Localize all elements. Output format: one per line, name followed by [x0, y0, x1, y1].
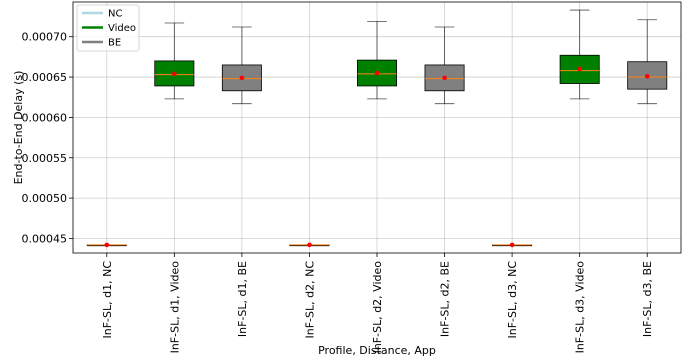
box-nc: [492, 242, 533, 248]
y-tick-label: 0.00070: [22, 31, 68, 44]
box-be: [221, 26, 262, 105]
mean-marker: [577, 66, 582, 72]
box-be: [424, 26, 465, 105]
legend-label-be: BE: [108, 38, 121, 49]
legend-label-nc: NC: [108, 9, 122, 20]
mean-marker: [374, 70, 380, 76]
x-tick-label: InF-SL, d1, Video: [168, 261, 181, 354]
box-nc: [86, 242, 127, 248]
y-tick-label: 0.00050: [22, 192, 68, 205]
box-nc: [289, 242, 330, 248]
x-tick-label: InF-SL, d3, BE: [641, 261, 654, 337]
legend-label-video: Video: [108, 23, 136, 34]
mean-marker: [172, 71, 177, 77]
x-tick-label: InF-SL, d2, BE: [439, 261, 452, 337]
x-tick-label: InF-SL, d3, NC: [506, 261, 519, 339]
y-tick-label: 0.00060: [22, 111, 68, 124]
y-tick-label: 0.00055: [22, 152, 68, 165]
mean-marker: [307, 242, 312, 248]
mean-marker: [104, 242, 110, 248]
box-video: [154, 22, 195, 100]
y-axis-label: End-to-End Delay (s): [12, 71, 25, 185]
x-tick-label: InF-SL, d2, Video: [371, 261, 384, 354]
x-tick-label: InF-SL, d1, NC: [101, 261, 114, 339]
y-axis: 0.00045 0.00050 0.00055 0.00060 0.00065 0.000…: [22, 31, 73, 245]
mean-marker: [509, 242, 515, 248]
x-tick-label: InF-SL, d1, BE: [236, 261, 249, 337]
x-tick-label: InF-SL, d3, Video: [574, 261, 587, 354]
x-tick-label: InF-SL, d2, NC: [303, 261, 316, 339]
legend: NC Video BE: [76, 4, 140, 52]
y-tick-label: 0.00045: [22, 232, 68, 245]
box-video: [559, 9, 600, 100]
x-axis-label: Profile, Distance, App: [318, 344, 436, 357]
box-be: [627, 19, 668, 105]
mean-marker: [442, 75, 447, 81]
legend-frame: [76, 4, 140, 52]
mean-marker: [644, 73, 650, 79]
y-tick-label: 0.00065: [22, 71, 68, 84]
x-axis: InF-SL, d1, NC InF-SL, d1, Video InF-SL, d…: [101, 253, 654, 353]
box-video: [357, 20, 397, 100]
box-series: [86, 9, 668, 248]
mean-marker: [239, 75, 245, 81]
